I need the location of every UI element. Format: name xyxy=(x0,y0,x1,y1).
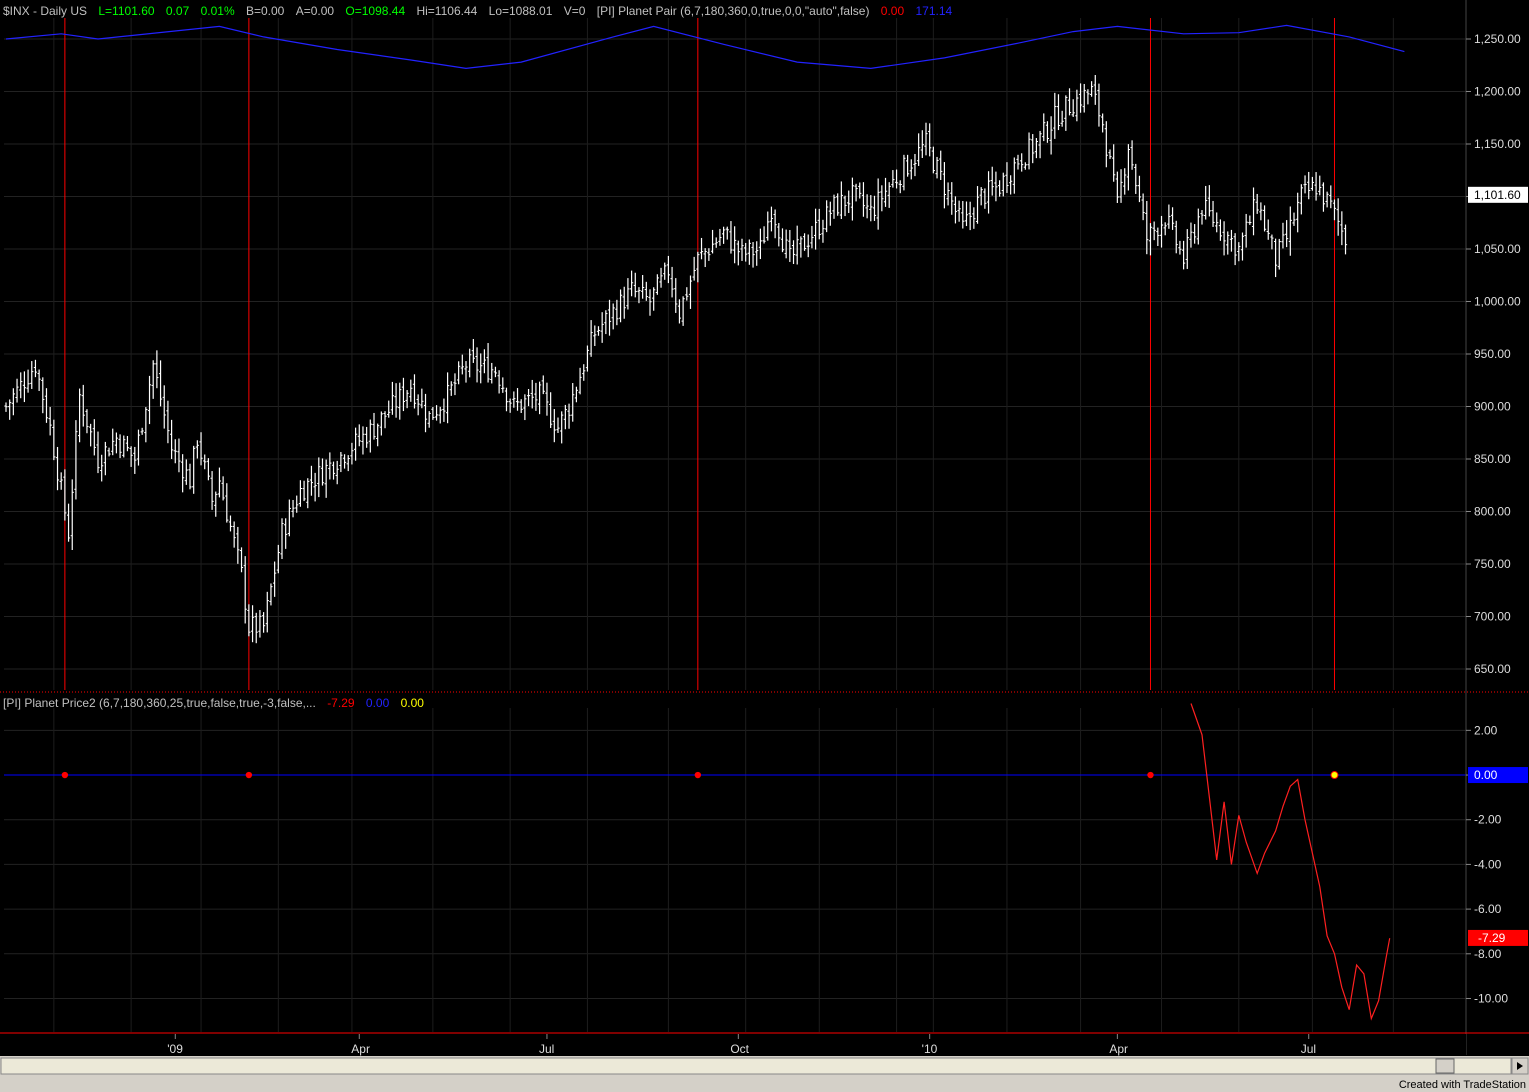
zero-value-label: 0.00 xyxy=(1474,768,1498,782)
price-grid xyxy=(4,18,1466,690)
oscillator-label: [PI] Planet Price2 (6,7,180,360,25,true,… xyxy=(3,696,316,710)
chart-header: $INX - Daily US L=1101.60 0.07 0.01% B=0… xyxy=(3,4,952,18)
price-tick-label: 650.00 xyxy=(1474,662,1511,676)
oscillator-grid xyxy=(4,708,1466,1032)
price-tick-label: 1,150.00 xyxy=(1474,137,1521,151)
low-value: Lo=1088.01 xyxy=(488,4,553,18)
event-marker xyxy=(1147,771,1154,779)
oscillator-tick-label: -10.00 xyxy=(1474,991,1508,1005)
time-tick-label: '10 xyxy=(922,1042,938,1056)
scrollbar-track xyxy=(0,1057,1512,1075)
last-price: L=1101.60 xyxy=(98,4,155,18)
oscillator-last-box xyxy=(1468,929,1528,946)
last-price-box xyxy=(1468,186,1528,203)
indicator-value-2: 171.14 xyxy=(915,4,953,18)
price-tick-label: 900.00 xyxy=(1474,400,1511,414)
price-tick-label: 750.00 xyxy=(1474,557,1511,571)
last-price-label: 1,101.60 xyxy=(1474,188,1521,202)
time-tick-label: Jul xyxy=(1301,1042,1316,1056)
footer-credit: Created with TradeStation xyxy=(1398,1079,1526,1091)
time-tick-label: Jul xyxy=(539,1042,554,1056)
planet-price-series xyxy=(1190,703,1391,1021)
planet-pair-series xyxy=(5,24,1405,70)
oscillator-header: [PI] Planet Price2 (6,7,180,360,25,true,… xyxy=(3,696,424,710)
oscillator-tick-label: -2.00 xyxy=(1474,813,1502,827)
price-tick-label: 950.00 xyxy=(1474,347,1511,361)
indicator-label: [PI] Planet Pair (6,7,180,360,0,true,0,0… xyxy=(596,4,870,18)
oscillator-tick-label: -6.00 xyxy=(1474,902,1502,916)
zero-value-box xyxy=(1468,767,1528,784)
oscillator-tick-label: -8.00 xyxy=(1474,947,1502,961)
event-marker xyxy=(694,771,702,779)
oscillator-value-2: 0.00 xyxy=(365,696,390,710)
oscillator-value-1: -7.29 xyxy=(327,696,355,710)
price-tick-label: 850.00 xyxy=(1474,452,1511,466)
oscillator-tick-label: -4.00 xyxy=(1474,857,1502,871)
time-axis: '09 Apr Jul Oct '10 Apr Jul xyxy=(0,1034,1466,1056)
time-tick-label: Apr xyxy=(1109,1042,1128,1056)
price-bars xyxy=(4,74,1348,644)
current-marker xyxy=(1330,771,1339,780)
price-tick-label: 1,050.00 xyxy=(1474,242,1521,256)
volume-value: V=0 xyxy=(563,4,586,18)
price-axis: 650.00 700.00 750.00 800.00 850.00 900.00 950.… xyxy=(1465,0,1528,1055)
ask-value: A=0.00 xyxy=(295,4,335,18)
planet-pair-line xyxy=(5,24,1405,70)
oscillator-axis: 2.000.00-2.00-4.00-6.00-8.00-10.000.00-7… xyxy=(1466,723,1528,1005)
oscillator-tick-label: 2.00 xyxy=(1474,723,1498,737)
indicator-value-1: 0.00 xyxy=(880,4,905,18)
scrollbar-thumb[interactable] xyxy=(1435,1058,1455,1074)
time-tick-label: '09 xyxy=(167,1042,183,1056)
time-tick-label: Oct xyxy=(730,1042,749,1056)
event-marker xyxy=(245,771,253,779)
oscillator-value-3: 0.00 xyxy=(400,696,424,710)
price-tick-label: 1,000.00 xyxy=(1474,295,1521,309)
price-tick-label: 800.00 xyxy=(1474,505,1511,519)
arrow-right-icon xyxy=(1517,1062,1523,1070)
time-tick-label: Apr xyxy=(351,1042,370,1056)
change-value: 0.07 xyxy=(165,4,190,18)
change-pct: 0.01% xyxy=(200,4,235,18)
event-marker xyxy=(61,771,69,779)
bid-value: B=0.00 xyxy=(245,4,285,18)
high-value: Hi=1106.44 xyxy=(416,4,478,18)
open-value: O=1098.44 xyxy=(345,4,406,18)
oscillator-line xyxy=(4,703,1466,1021)
symbol-label: $INX - Daily US xyxy=(3,4,88,18)
time-axis-band xyxy=(0,1034,1466,1055)
chart-frame xyxy=(0,691,1529,1092)
event-lines xyxy=(64,18,1335,690)
price-tick-label: 1,200.00 xyxy=(1474,85,1521,99)
price-tick-label: 1,250.00 xyxy=(1474,32,1521,46)
price-tick-label: 700.00 xyxy=(1474,610,1511,624)
oscillator-last-label: -7.29 xyxy=(1478,931,1506,945)
